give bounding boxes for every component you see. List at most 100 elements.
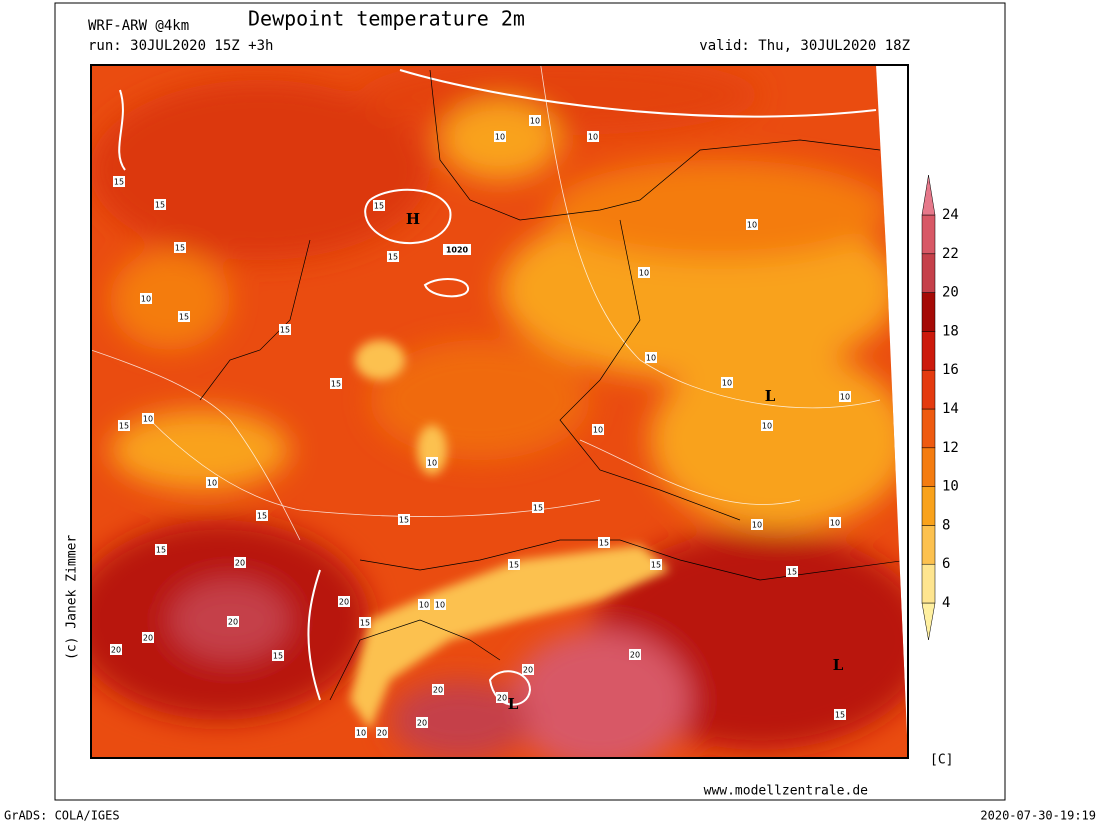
label-box [234, 557, 246, 568]
label-box [432, 684, 444, 695]
colorbar-low [921, 602, 936, 641]
contour-label: 20 [111, 646, 121, 655]
label-box [110, 644, 122, 655]
label-box [113, 176, 125, 187]
label-box [154, 199, 166, 210]
label-box [355, 727, 367, 738]
colorbar-tick-label: 6 [942, 556, 950, 572]
colorbar-tick-label: 12 [942, 440, 959, 456]
label-box [387, 251, 399, 262]
colorbar-tick-label: 24 [942, 207, 959, 223]
grads-label: GrADS: COLA/IGES [4, 809, 120, 823]
colorbar: 4 6 8 10 12 14 16 18 20 22 24 [921, 174, 959, 641]
contour-label: 15 [273, 652, 283, 661]
valid-label: valid: Thu, 30JUL2020 18Z [699, 38, 910, 54]
label-box [373, 200, 385, 211]
label-box [227, 616, 239, 627]
contour-label: 15 [179, 313, 189, 322]
frame [54, 2, 1006, 801]
map-labels: 10 10 10 10 10 10 10 10 10 10 10 10 10 10 10 10 10 10 10 15… [110, 115, 851, 738]
label-box [140, 293, 152, 304]
label-box [443, 244, 471, 255]
colorbar-tick-label: 4 [942, 595, 950, 611]
label-box [746, 219, 758, 230]
label-box [761, 420, 773, 431]
contour-label: 15 [651, 561, 661, 570]
colorbar-band [921, 253, 936, 293]
contour-label: 15 [257, 512, 267, 521]
label-box [829, 517, 841, 528]
contour-label: 15 [509, 561, 519, 570]
contour-label: 15 [114, 178, 124, 187]
label-box [174, 242, 186, 253]
label-box [398, 514, 410, 525]
contour-label: 15 [533, 504, 543, 513]
colorbar-band [921, 331, 936, 371]
contour-label: 10 [207, 479, 217, 488]
contour-label: 10 [722, 379, 732, 388]
label-box [494, 131, 506, 142]
label-box [496, 692, 508, 703]
label-box [532, 502, 544, 513]
contour-label: 15 [835, 711, 845, 720]
map-border [90, 64, 909, 759]
contour-label: 15 [119, 422, 129, 431]
label-box [206, 477, 218, 488]
colorbar-tick-label: 18 [942, 323, 959, 339]
colorbar-tick-label: 8 [942, 517, 950, 533]
label-box [279, 324, 291, 335]
timestamp: 2020-07-30-19:19 [980, 809, 1096, 823]
contour-label: 20 [433, 686, 443, 695]
contour-label: 10 [588, 133, 598, 142]
contour-label: 15 [388, 253, 398, 262]
label-box [434, 599, 446, 610]
colorbar-tick-label: 22 [942, 246, 959, 262]
label-box [118, 420, 130, 431]
contour-label: 10 [593, 426, 603, 435]
contour-label: 10 [141, 295, 151, 304]
contour-label: 10 [435, 601, 445, 610]
field [91, 65, 908, 758]
label-box [508, 559, 520, 570]
contours [91, 65, 881, 541]
label-box [721, 377, 733, 388]
contour-label: 10 [143, 415, 153, 424]
contour-label: 15 [360, 619, 370, 628]
contour-label: 15 [175, 244, 185, 253]
contour-label: 20 [339, 598, 349, 607]
contour-label: 20 [228, 618, 238, 627]
pressure-center: L [508, 695, 519, 713]
colorbar-band [921, 525, 936, 565]
contour-label: 15 [156, 546, 166, 555]
contour-label: 15 [280, 326, 290, 335]
contour-label: 10 [762, 422, 772, 431]
contour-label: 10 [356, 729, 366, 738]
run-label: run: 30JUL2020 15Z +3h [88, 38, 273, 54]
label-box [426, 457, 438, 468]
map: 10 10 10 10 10 10 10 10 10 10 10 10 10 10 10 10 10 10 10 15… [91, 65, 908, 758]
pressure-center: L [833, 656, 844, 674]
label-box [256, 510, 268, 521]
label-box [786, 566, 798, 577]
label-box [598, 537, 610, 548]
label-box [338, 596, 350, 607]
contour-label: 10 [752, 521, 762, 530]
model-label: WRF-ARW @4km [88, 18, 189, 34]
label-box [751, 519, 763, 530]
label-box [330, 378, 342, 389]
contour-label: 15 [374, 202, 384, 211]
borders [199, 69, 908, 701]
colorbar-tick-label: 16 [942, 362, 959, 378]
colorbar-tick-label: 14 [942, 401, 959, 417]
contour-label: 10 [747, 221, 757, 230]
label-box [587, 131, 599, 142]
label-box [418, 599, 430, 610]
label-box [522, 664, 534, 675]
contour-label: 20 [143, 634, 153, 643]
colorbar-band [921, 214, 936, 255]
site-url: www.modellzentrale.de [704, 784, 869, 799]
label-box [178, 311, 190, 322]
colorbar-band [921, 292, 936, 332]
contour-label: 15 [599, 539, 609, 548]
colorbar-tick-label: 20 [942, 285, 959, 301]
